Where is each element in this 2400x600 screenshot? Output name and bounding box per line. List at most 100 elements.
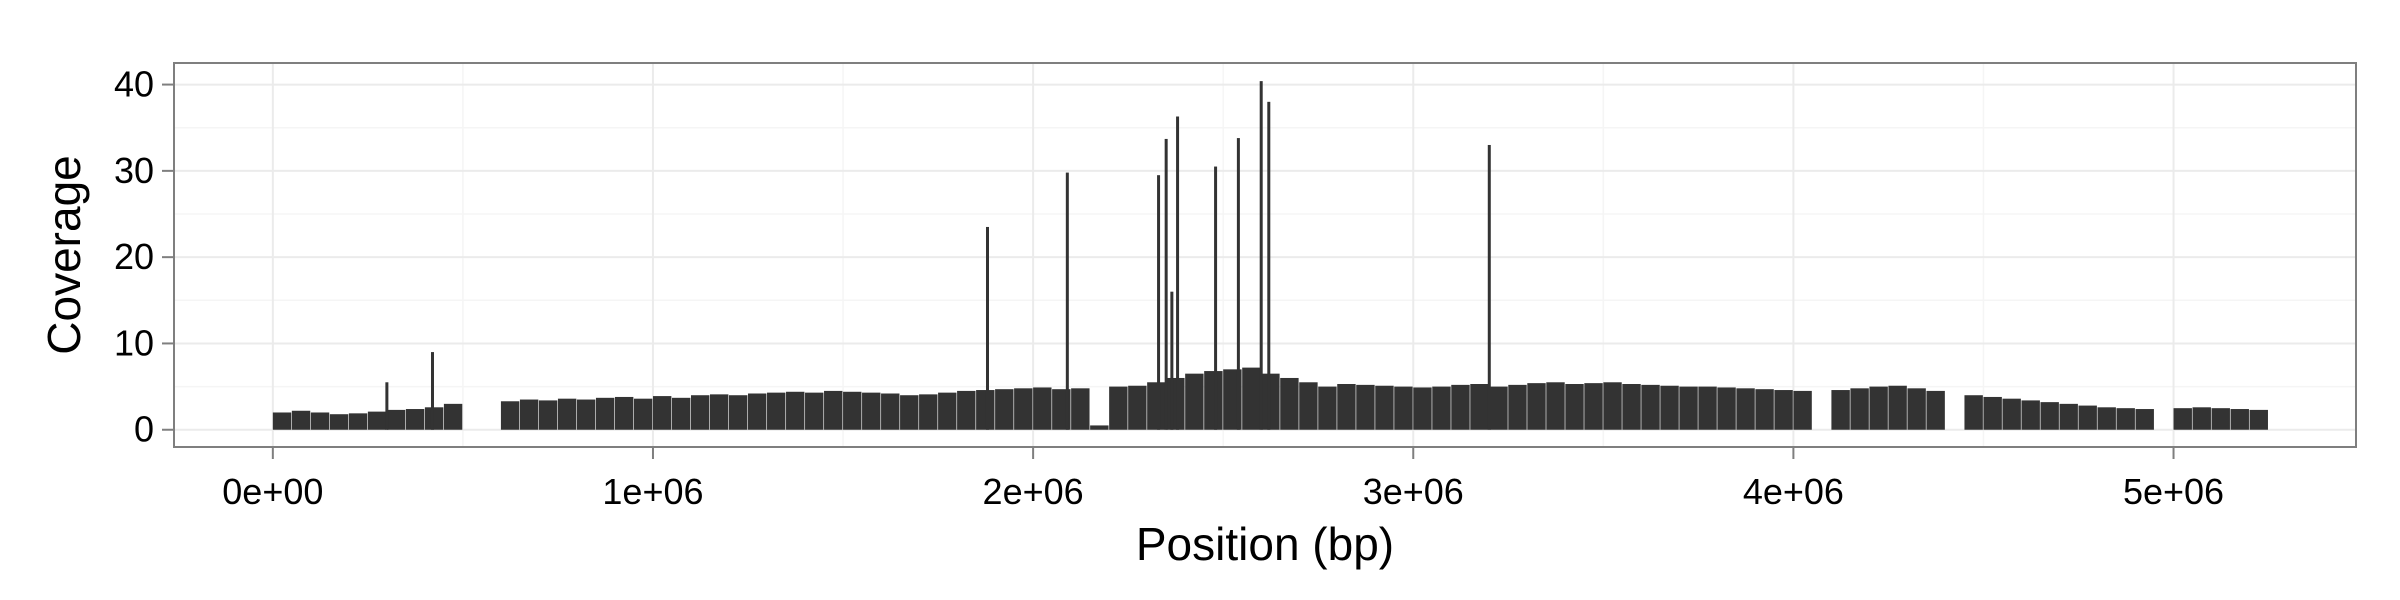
coverage-bar bbox=[1736, 388, 1755, 430]
coverage-bar bbox=[957, 390, 976, 430]
x-tick-label: 3e+06 bbox=[1363, 471, 1464, 512]
coverage-bar bbox=[2002, 398, 2021, 430]
coverage-bar bbox=[748, 393, 767, 430]
coverage-bar bbox=[1869, 386, 1888, 430]
coverage-bar bbox=[1907, 388, 1926, 430]
coverage-bar bbox=[824, 390, 843, 430]
coverage-bar bbox=[862, 392, 881, 430]
coverage-peak bbox=[1176, 116, 1180, 430]
x-tick-label: 2e+06 bbox=[983, 471, 1084, 512]
coverage-bar bbox=[2192, 407, 2211, 430]
coverage-bar bbox=[1204, 371, 1223, 430]
coverage-bar bbox=[386, 409, 406, 430]
coverage-bar bbox=[2116, 408, 2135, 430]
y-tick-label: 0 bbox=[134, 409, 154, 450]
coverage-bar bbox=[805, 392, 824, 430]
coverage-bar bbox=[1603, 382, 1622, 430]
coverage-bar bbox=[405, 409, 425, 430]
coverage-peak bbox=[1267, 101, 1271, 430]
coverage-bar bbox=[291, 410, 311, 430]
coverage-bar bbox=[881, 393, 900, 430]
x-axis-title: Position (bp) bbox=[1136, 518, 1394, 570]
coverage-bar bbox=[976, 390, 995, 430]
coverage-bar bbox=[2097, 407, 2116, 430]
coverage-bar bbox=[1964, 395, 1983, 430]
coverage-peak bbox=[385, 382, 389, 430]
coverage-bar bbox=[2059, 403, 2078, 430]
coverage-bar bbox=[1774, 390, 1793, 430]
x-tick-label: 4e+06 bbox=[1743, 471, 1844, 512]
coverage-bar bbox=[995, 389, 1014, 430]
coverage-bar bbox=[367, 411, 387, 430]
coverage-bar bbox=[1318, 386, 1337, 430]
coverage-bar bbox=[424, 407, 444, 430]
coverage-bar bbox=[1584, 383, 1603, 430]
coverage-bar bbox=[900, 395, 919, 430]
coverage-bar bbox=[329, 414, 349, 430]
coverage-bar bbox=[1717, 387, 1736, 430]
coverage-bar bbox=[2078, 405, 2097, 430]
coverage-bar bbox=[1831, 390, 1850, 430]
axis-layer: 0e+00 1e+06 2e+06 3e+06 4e+06 5e+06 0 10 20 30 40 bbox=[114, 64, 2224, 512]
coverage-bar bbox=[1033, 387, 1052, 430]
coverage-bar bbox=[1679, 386, 1698, 430]
coverage-peak bbox=[430, 352, 434, 430]
coverage-peak bbox=[1065, 172, 1069, 430]
coverage-bar bbox=[1983, 396, 2002, 430]
coverage-bar bbox=[310, 412, 330, 430]
coverage-bar bbox=[1375, 385, 1394, 430]
coverage-bar bbox=[1565, 384, 1584, 430]
coverage-peak bbox=[1259, 81, 1263, 430]
coverage-bar bbox=[1660, 385, 1679, 430]
coverage-bar bbox=[1527, 383, 1546, 430]
coverage-bar bbox=[633, 398, 653, 430]
coverage-bar bbox=[1641, 384, 1660, 430]
coverage-bar bbox=[671, 397, 691, 430]
coverage-peak bbox=[985, 226, 989, 430]
coverage-bar bbox=[938, 392, 957, 430]
y-tick-label: 40 bbox=[114, 64, 154, 105]
coverage-bar bbox=[2135, 409, 2154, 430]
y-axis-title: Coverage bbox=[38, 155, 90, 354]
coverage-bar bbox=[729, 395, 748, 430]
x-tick-label: 5e+06 bbox=[2123, 471, 2224, 512]
coverage-bar bbox=[348, 413, 368, 430]
coverage-bar bbox=[519, 399, 539, 430]
coverage-peak bbox=[1164, 138, 1168, 430]
coverage-bar bbox=[595, 397, 615, 430]
coverage-bar bbox=[1489, 386, 1508, 430]
coverage-bar bbox=[1451, 384, 1470, 430]
coverage-bar bbox=[1166, 377, 1185, 430]
coverage-bar bbox=[919, 394, 938, 430]
coverage-bar bbox=[1508, 384, 1527, 430]
coverage-bar bbox=[786, 391, 805, 430]
coverage-bar bbox=[1299, 382, 1318, 430]
coverage-bar bbox=[2021, 400, 2040, 430]
coverage-bar bbox=[443, 403, 463, 430]
coverage-bar bbox=[2211, 408, 2230, 430]
coverage-peak bbox=[1487, 144, 1491, 430]
coverage-bar bbox=[652, 396, 672, 430]
coverage-bar bbox=[1546, 382, 1565, 430]
coverage-bar bbox=[1926, 390, 1945, 430]
coverage-peak bbox=[1157, 175, 1161, 430]
coverage-bar bbox=[1261, 373, 1280, 430]
y-tick-label: 20 bbox=[114, 236, 154, 277]
coverage-peak bbox=[1170, 291, 1174, 430]
coverage-bar bbox=[1128, 385, 1147, 430]
coverage-bar bbox=[500, 401, 520, 430]
coverage-bar bbox=[2230, 409, 2249, 430]
coverage-bar bbox=[1413, 387, 1432, 430]
coverage-bar bbox=[1147, 382, 1166, 430]
coverage-bar bbox=[576, 399, 596, 430]
coverage-bar bbox=[1755, 389, 1774, 430]
coverage-bar bbox=[767, 392, 786, 430]
coverage-bar bbox=[690, 395, 710, 430]
coverage-bar bbox=[1793, 390, 1812, 430]
coverage-bar bbox=[1014, 388, 1033, 430]
y-tick-label: 30 bbox=[114, 150, 154, 191]
coverage-bar bbox=[1622, 384, 1641, 430]
coverage-bar bbox=[538, 400, 558, 430]
